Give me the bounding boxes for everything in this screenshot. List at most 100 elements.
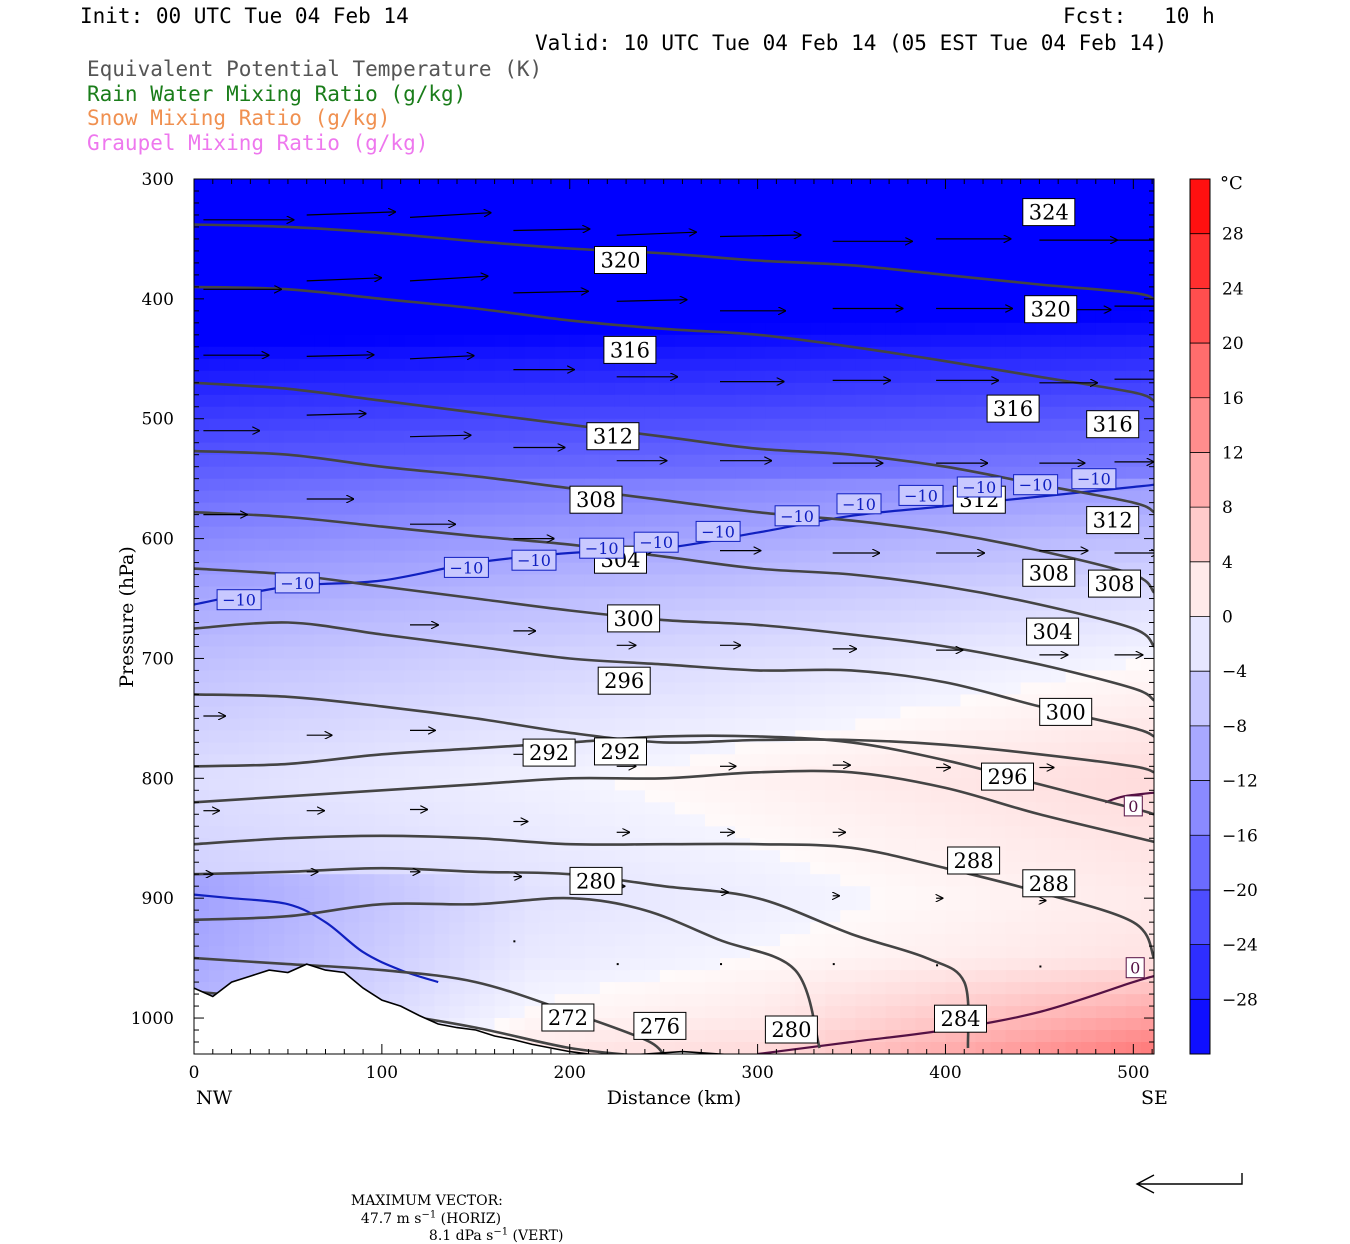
temperature-cell [495, 790, 511, 803]
temperature-cell [495, 1018, 511, 1031]
temperature-cell [900, 323, 916, 336]
temperature-cell [209, 515, 225, 528]
temperature-cell [780, 179, 796, 192]
temperature-cell [870, 802, 886, 815]
temperature-cell [915, 227, 931, 240]
temperature-cell [359, 670, 375, 683]
temperature-cell [314, 862, 330, 875]
temperature-cell [765, 539, 781, 552]
temperature-cell [540, 958, 556, 971]
temperature-cell [404, 491, 420, 504]
temperature-cell [690, 718, 706, 731]
temperature-cell [946, 239, 962, 252]
temperature-cell [961, 371, 977, 384]
temperature-cell [780, 299, 796, 312]
temperature-cell [570, 826, 586, 839]
temperature-cell [720, 359, 736, 372]
temperature-cell [329, 551, 345, 564]
temperature-cell [750, 335, 766, 348]
temperature-cell [194, 778, 210, 791]
temperature-cell [480, 706, 496, 719]
temperature-cell [1066, 599, 1082, 612]
temperature-cell [510, 395, 526, 408]
temperature-cell [1096, 455, 1112, 468]
temperature-cell [585, 191, 601, 204]
temperature-cell [344, 563, 360, 576]
temperature-cell [1036, 587, 1052, 600]
temperature-cell [1006, 455, 1022, 468]
temperature-cell [690, 659, 706, 672]
theta-e-label: 284 [940, 1007, 980, 1031]
temperature-cell [1021, 718, 1037, 731]
temperature-cell [765, 203, 781, 216]
temperature-cell [976, 659, 992, 672]
temperature-cell [1096, 850, 1112, 863]
temperature-cell [194, 239, 210, 252]
temperature-cell [1051, 419, 1067, 432]
temperature-label: −10 [842, 495, 876, 514]
temperature-cell [870, 443, 886, 456]
temperature-cell [855, 527, 871, 540]
temperature-cell [284, 934, 300, 947]
temperature-cell [450, 203, 466, 216]
temperature-cell [254, 479, 270, 492]
temperature-cell [1081, 946, 1097, 959]
temperature-cell [615, 934, 631, 947]
temperature-cell [976, 826, 992, 839]
temperature-cell [1126, 371, 1142, 384]
temperature-cell [419, 191, 435, 204]
temperature-cell [810, 790, 826, 803]
temperature-cell [224, 635, 240, 648]
temperature-cell [224, 299, 240, 312]
temperature-cell [915, 1018, 931, 1031]
temperature-cell [404, 311, 420, 324]
temperature-cell [675, 575, 691, 588]
temperature-cell [1126, 647, 1142, 660]
temperature-cell [209, 479, 225, 492]
temperature-label: −10 [639, 533, 673, 552]
temperature-cell [855, 539, 871, 552]
temperature-cell [1126, 886, 1142, 899]
temperature-cell [374, 790, 390, 803]
temperature-cell [1006, 635, 1022, 648]
temperature-cell [435, 419, 451, 432]
temperature-cell [615, 467, 631, 480]
temperature-cell [600, 910, 616, 923]
temperature-cell [885, 922, 901, 935]
temperature-cell [930, 347, 946, 360]
temperature-cell [314, 431, 330, 444]
temperature-cell [915, 323, 931, 336]
temperature-cell [705, 982, 721, 995]
temperature-cell [810, 383, 826, 396]
temperature-cell [705, 970, 721, 983]
temperature-cell [224, 898, 240, 911]
temperature-cell [540, 766, 556, 779]
temperature-cell [885, 431, 901, 444]
temperature-cell [239, 814, 255, 827]
temperature-cell [194, 611, 210, 624]
temperature-cell [299, 659, 315, 672]
temperature-cell [810, 371, 826, 384]
temperature-cell [930, 383, 946, 396]
temperature-cell [495, 706, 511, 719]
temperature-cell [795, 191, 811, 204]
temperature-cell [885, 287, 901, 300]
temperature-cell [870, 922, 886, 935]
temperature-cell [555, 275, 571, 288]
temperature-cell [495, 179, 511, 192]
temperature-cell [750, 599, 766, 612]
temperature-cell [329, 659, 345, 672]
temperature-cell [705, 467, 721, 480]
temperature-cell [780, 287, 796, 300]
temperature-cell [465, 670, 481, 683]
temperature-cell [645, 898, 661, 911]
temperature-cell [735, 419, 751, 432]
temperature-cell [510, 371, 526, 384]
temperature-cell [374, 682, 390, 695]
temperature-cell [991, 227, 1007, 240]
temperature-cell [555, 287, 571, 300]
temperature-cell [585, 706, 601, 719]
temperature-cell [314, 299, 330, 312]
temperature-cell [555, 215, 571, 228]
temperature-cell [720, 718, 736, 731]
